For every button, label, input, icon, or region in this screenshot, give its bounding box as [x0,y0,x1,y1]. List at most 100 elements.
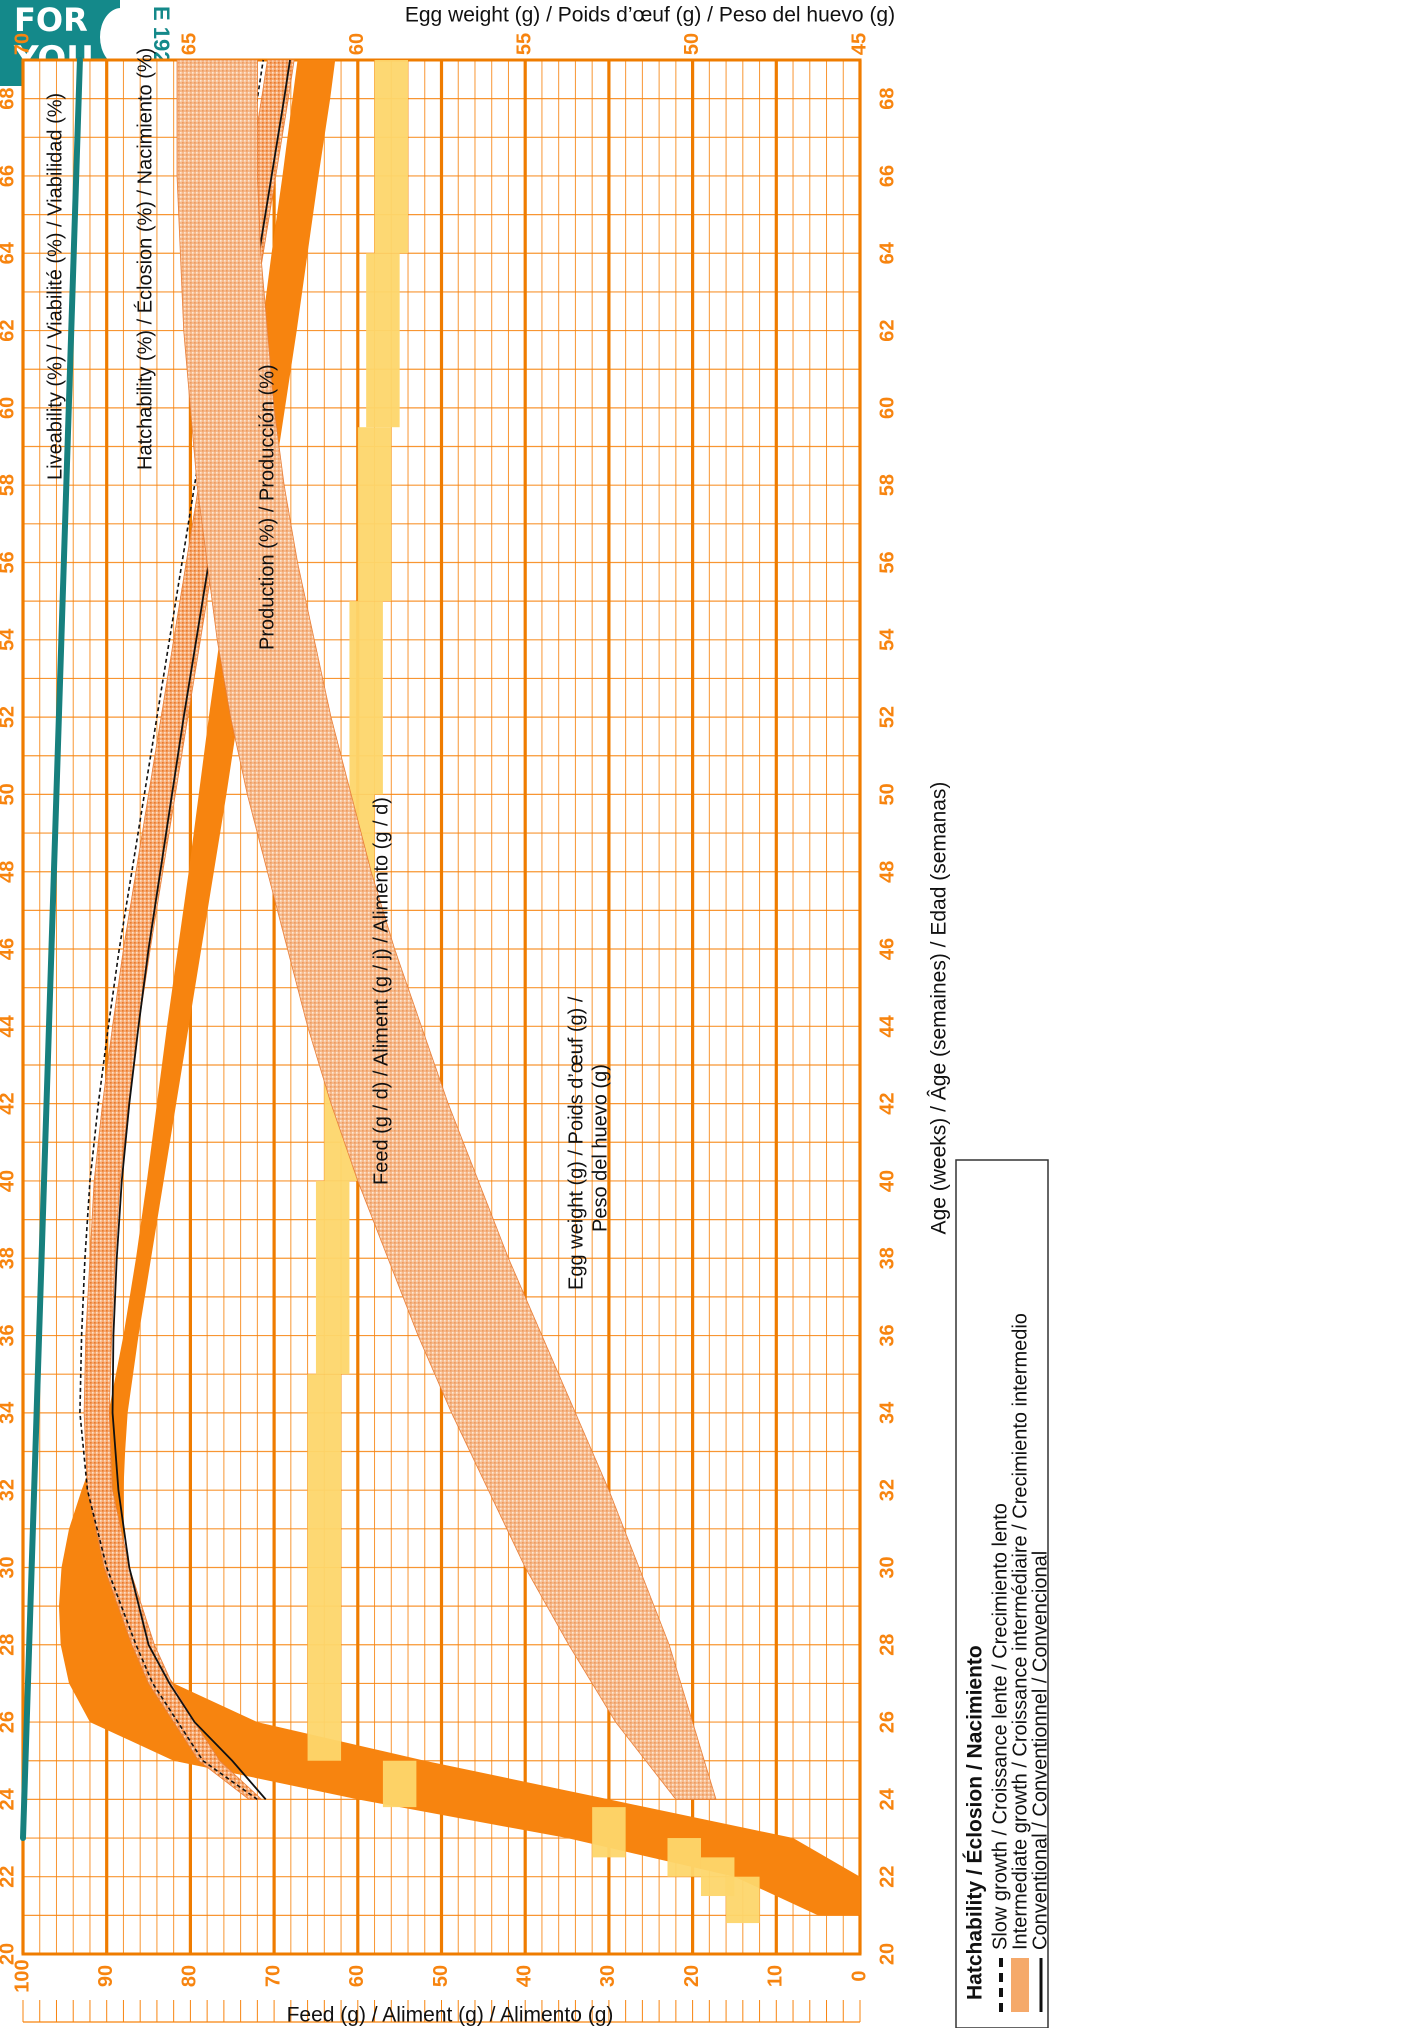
egg-tick-label: 55 [513,33,535,55]
percent-tick-label: 0 [848,1970,870,1981]
percent-tick-label: 50 [430,1965,452,1987]
liveability-label: Liveability (%) / Viabilité (%) / Viabil… [44,93,66,480]
age-axis-title: Age (weeks) / Âge (semaines) / Edad (sem… [928,782,951,1235]
legend-item-intermediate: Intermediate growth / Croissance intermé… [1009,1313,1031,1950]
legend-title: Hatchability / Éclosion / Nacimiento [964,1645,987,2000]
age-tick-label-right: 58 [876,474,898,496]
age-tick-label-left: 40 [0,1170,18,1192]
feed-step-3 [592,1807,626,1858]
age-tick-label-left: 64 [0,241,18,264]
logo-badge: FOR YOU [0,0,142,86]
hatchability-label: Hatchability (%) / Éclosion (%) / Nacimi… [133,48,156,470]
age-tick-label-right: 60 [876,397,898,419]
age-tick-label-right: 46 [876,938,898,960]
age-tick-label-right: 24 [876,1787,898,1810]
age-tick-label-right: 26 [876,1711,898,1733]
age-tick-label-right: 42 [876,1093,898,1115]
feed-step-13 [374,60,409,254]
percent-tick-label: 100 [11,1959,33,1992]
egg-axis-title: Egg weight (g) / Poids d’œuf (g) / Peso … [405,4,895,27]
egg-weight-label-line2: Peso del huevo (g) [589,1064,611,1232]
age-tick-label-right: 34 [876,1401,898,1424]
age-tick-label-right: 50 [876,783,898,805]
feed-step-12 [366,253,400,428]
feed-step-1 [700,1857,735,1897]
percent-tick-label: 80 [179,1965,201,1987]
age-tick-label-left: 58 [0,474,18,496]
series-band-2 [83,59,295,1800]
egg-weight-label-line1: Egg weight (g) / Poids d’œuf (g) / [565,996,587,1290]
feed-step-5 [307,1374,342,1761]
age-tick-label-left: 62 [0,319,18,341]
percent-tick-label: 90 [95,1965,117,1987]
egg-tick-label: 50 [681,33,703,55]
percent-tick-label: 70 [262,1965,284,1987]
age-tick-label-right: 44 [876,1014,898,1037]
egg-tick-label: 60 [346,33,368,55]
age-tick-label-left: 60 [0,397,18,419]
age-tick-label-right: 68 [876,88,898,110]
age-tick-label-right: 40 [876,1170,898,1192]
age-tick-label-right: 64 [876,241,898,264]
age-tick-label-right: 22 [876,1866,898,1888]
age-tick-label-right: 32 [876,1479,898,1501]
age-tick-label-right: 28 [876,1634,898,1656]
logo-text-line1: FOR [14,1,88,39]
age-tick-label-left: 20 [0,1943,18,1965]
age-tick-label-right: 52 [876,706,898,728]
percent-tick-label: 20 [681,1965,703,1987]
age-tick-label-right: 48 [876,861,898,883]
age-tick-label-right: 36 [876,1324,898,1346]
age-tick-label-left: 50 [0,783,18,805]
series-band-6 [176,59,717,1800]
feed-step-6 [315,1180,350,1375]
feed-axis-title: Feed (g) / Aliment (g) / Alimento (g) [287,2004,614,2027]
age-tick-label-left: 24 [0,1787,18,1810]
age-tick-label-left: 52 [0,706,18,728]
age-tick-label-left: 38 [0,1247,18,1269]
feed-step-2 [667,1838,701,1877]
age-tick-label-right: 20 [876,1943,898,1965]
egg-tick-label: 45 [848,33,870,55]
logo-bird-icon [100,8,142,66]
age-tick-label-left: 48 [0,861,18,883]
age-tick-label-left: 66 [0,165,18,187]
feed-step-4 [382,1760,417,1808]
age-tick-label-left: 56 [0,551,18,573]
age-tick-label-left: 26 [0,1711,18,1733]
plot-frame [21,58,862,1956]
percent-tick-label: 30 [597,1965,619,1987]
age-tick-label-left: 30 [0,1556,18,1578]
age-tick-label-right: 30 [876,1556,898,1578]
feed-label: Feed (g / d) / Aliment (g / j) / Aliment… [370,797,392,1185]
feed-step-11 [357,427,392,602]
egg-tick-label: 65 [179,33,201,55]
legend-box [955,1159,1049,2028]
age-tick-label-left: 22 [0,1866,18,1888]
age-tick-label-left: 44 [0,1014,18,1037]
age-tick-label-right: 56 [876,551,898,573]
age-tick-label-left: 28 [0,1634,18,1656]
age-tick-label-right: 66 [876,165,898,187]
legend-item-conventional: Conventional / Conventionnel / Convencio… [1029,1551,1051,1950]
percent-tick-label: 40 [513,1965,535,1987]
age-tick-label-left: 54 [0,628,18,651]
age-tick-label-left: 36 [0,1324,18,1346]
age-tick-label-left: 42 [0,1093,18,1115]
age-tick-label-left: 32 [0,1479,18,1501]
age-tick-label-right: 62 [876,319,898,341]
series-liveability-line [20,57,83,1842]
percent-tick-label: 60 [346,1965,368,1987]
egg-tick-label: 70 [11,33,33,55]
legend-intermediate-swatch [1011,1958,1029,2012]
feed-step-10 [349,601,383,795]
percent-tick-label: 10 [765,1965,787,1987]
age-tick-label-left: 34 [0,1401,18,1424]
age-tick-label-left: 46 [0,938,18,960]
age-tick-label-right: 38 [876,1247,898,1269]
age-tick-label-left: 68 [0,88,18,110]
age-tick-label-right: 54 [876,628,898,651]
legend-item-slow: Slow growth / Croissance lente / Crecimi… [989,1503,1011,1950]
production-label: Production (%) / Producción (%) [256,364,278,650]
